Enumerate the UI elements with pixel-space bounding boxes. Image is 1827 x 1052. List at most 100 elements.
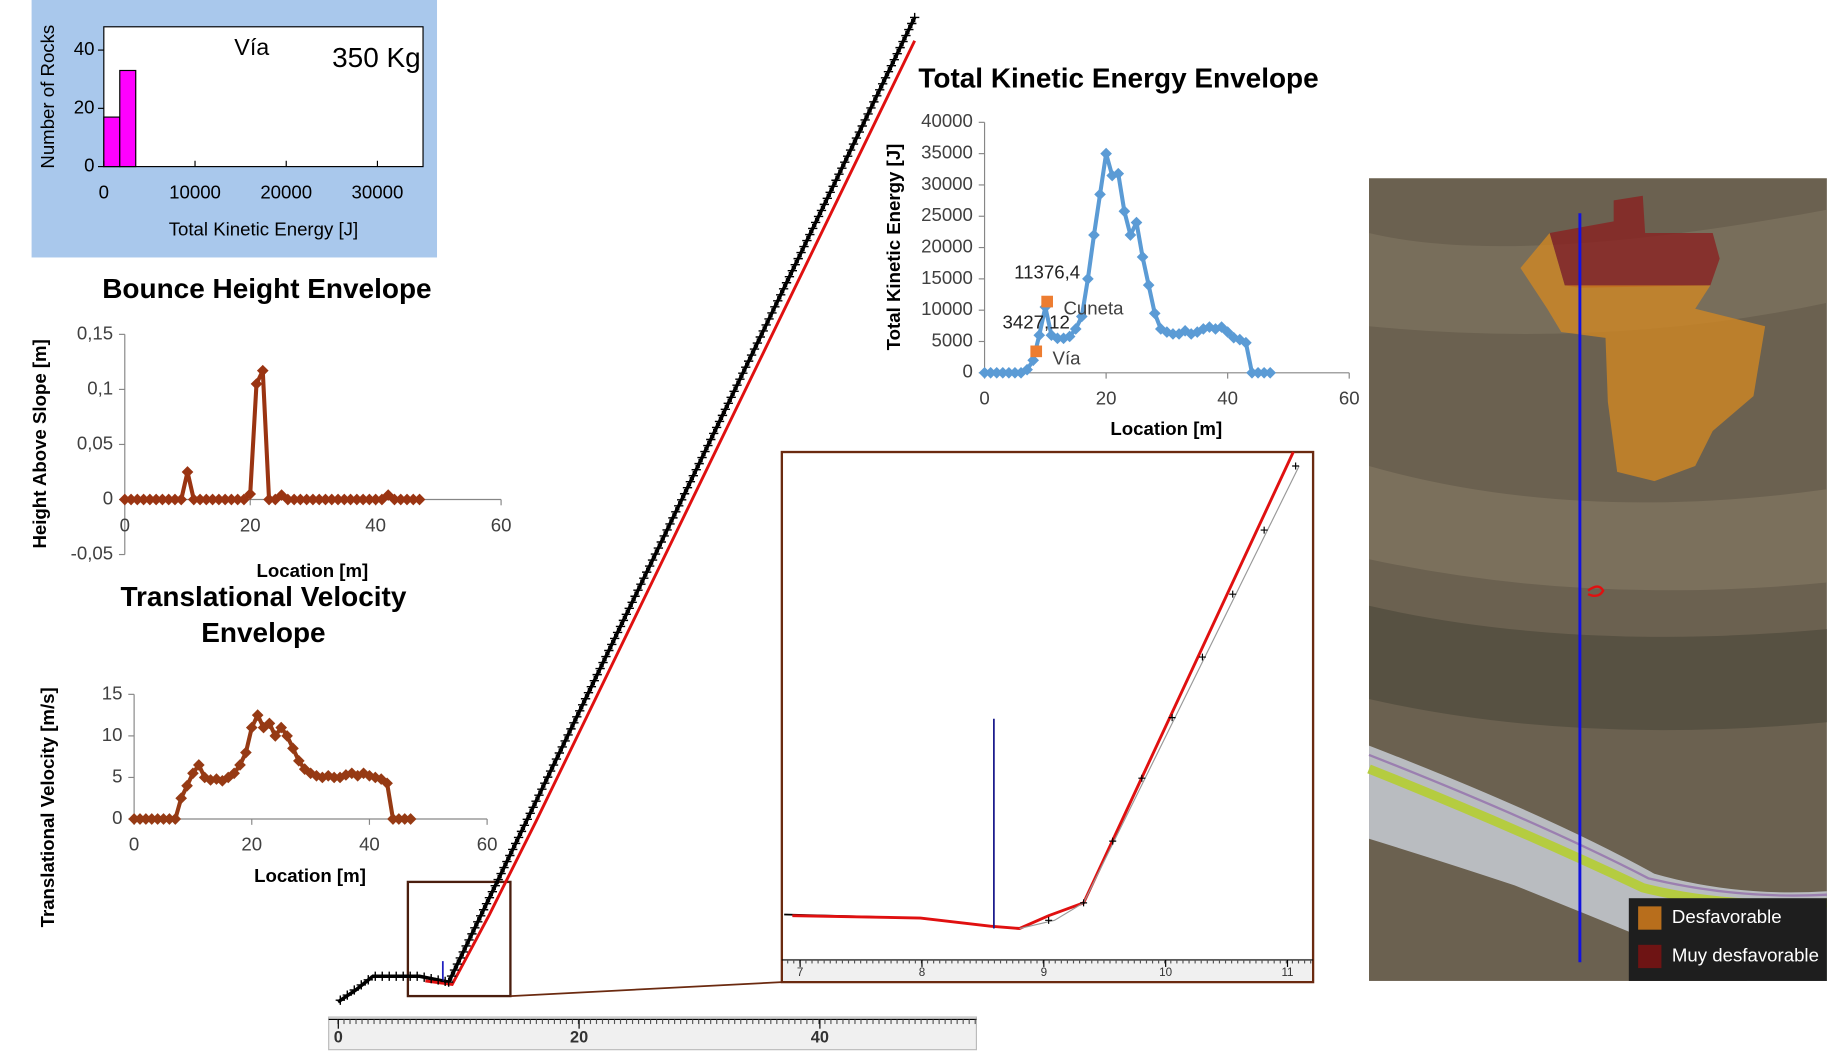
profile-cross	[889, 55, 899, 65]
profile-cross	[831, 175, 841, 185]
profile-cross	[898, 36, 908, 47]
profile-cross	[1045, 916, 1053, 924]
profile-cross	[700, 446, 710, 457]
x-tick-label: 0	[979, 388, 989, 409]
profile-cross	[455, 953, 465, 963]
profile-cross	[1260, 526, 1268, 534]
x-tick-label: 60	[491, 515, 512, 536]
legend-swatch	[1638, 906, 1662, 930]
x-tick-label: 40	[811, 1028, 829, 1046]
profile-cross	[612, 627, 623, 638]
profile-cross	[543, 772, 553, 782]
x-tick-label: 30000	[352, 181, 404, 202]
profile-cross	[531, 796, 541, 806]
profile-cross	[642, 567, 652, 577]
profile-cross	[729, 386, 739, 396]
profile-cross	[572, 712, 582, 722]
profile-cross	[741, 362, 751, 372]
x-tick-label: 40	[365, 515, 386, 536]
profile-cross	[566, 724, 576, 734]
profile-cross	[496, 868, 506, 879]
profile-cross	[880, 73, 891, 83]
profile-cross	[487, 887, 498, 897]
profile-cross	[610, 633, 620, 644]
profile-cross	[781, 278, 792, 288]
profile-cross	[458, 947, 468, 957]
marker	[1003, 366, 1015, 379]
profile-cross	[534, 790, 544, 800]
profile-cross	[513, 832, 524, 843]
profile-cross	[586, 682, 597, 692]
profile-cross	[473, 917, 483, 927]
point-label: Vía	[1053, 347, 1082, 368]
profile-cross	[886, 61, 897, 71]
profile-cross	[1168, 714, 1176, 722]
marker	[1148, 307, 1161, 320]
x-tick-label: 20	[570, 1028, 588, 1046]
profile-cross	[735, 374, 745, 384]
profile-cross	[621, 609, 631, 619]
profile-cross	[467, 929, 477, 939]
marker	[1264, 366, 1277, 379]
profile-cross	[679, 489, 690, 499]
profile-cross	[470, 923, 480, 933]
profile-cross	[674, 501, 684, 511]
x-tick-label: 60	[1339, 388, 1360, 409]
x-axis-label: Location [m]	[1110, 418, 1222, 439]
point-value-label: 3427,12	[1003, 311, 1070, 332]
profile-cross	[662, 525, 672, 535]
profile-cross	[598, 657, 608, 668]
marker	[996, 366, 1009, 379]
y-tick-label: 15000	[921, 267, 973, 288]
profile-cross	[854, 127, 864, 137]
marker	[404, 813, 417, 825]
profile-cross	[840, 157, 850, 167]
x-tick-label: 20000	[260, 181, 312, 202]
profile-cross	[446, 971, 457, 981]
marker	[1118, 205, 1131, 218]
marker	[1088, 229, 1100, 241]
x-axis-label: Total Kinetic Energy [J]	[169, 219, 358, 240]
marker	[387, 813, 399, 825]
inset-x-tick-label: 7	[797, 966, 803, 979]
profile-cross	[834, 169, 844, 179]
y-tick-label: 10000	[921, 298, 973, 319]
profile-cross	[711, 422, 722, 433]
profile-cross	[490, 880, 500, 891]
profile-cross	[604, 645, 614, 656]
legend-swatch	[1638, 944, 1662, 969]
marker	[193, 759, 205, 771]
chart-title: Bounce Height Envelope	[102, 274, 431, 305]
profile-cross	[709, 428, 719, 439]
marker	[1258, 366, 1270, 379]
profile-cross	[714, 416, 725, 427]
profile-cross	[545, 766, 556, 776]
profile-cross	[433, 975, 443, 985]
profile-cross	[426, 973, 436, 984]
profile-cross	[808, 223, 818, 234]
profile-cross	[790, 260, 800, 270]
y-tick-label: 20	[74, 96, 95, 117]
profile-cross	[560, 736, 570, 746]
profile-cross	[569, 718, 579, 728]
y-axis-label: Total Kinetic Energy [J]	[883, 144, 904, 351]
profile-cross	[636, 579, 646, 589]
inset-ruler	[783, 958, 1312, 981]
profile-cross	[589, 675, 599, 686]
profile-cross	[580, 694, 591, 704]
marker	[157, 813, 170, 825]
profile-cross	[563, 730, 573, 740]
profile-cross	[863, 109, 873, 119]
profile-cross	[857, 121, 867, 131]
y-tick-label: 20000	[921, 235, 973, 256]
profile-cross	[1229, 590, 1237, 598]
profile-cross	[776, 290, 786, 300]
profile-cross	[639, 573, 649, 583]
x-tick-label: 0	[120, 515, 130, 536]
y-axis-label: Translational Velocity [m/s]	[37, 687, 58, 927]
profile-cross	[525, 808, 535, 818]
profile-cross	[653, 543, 664, 553]
profile-cross	[577, 700, 588, 710]
marker	[134, 813, 146, 825]
profile-cross	[505, 850, 515, 861]
